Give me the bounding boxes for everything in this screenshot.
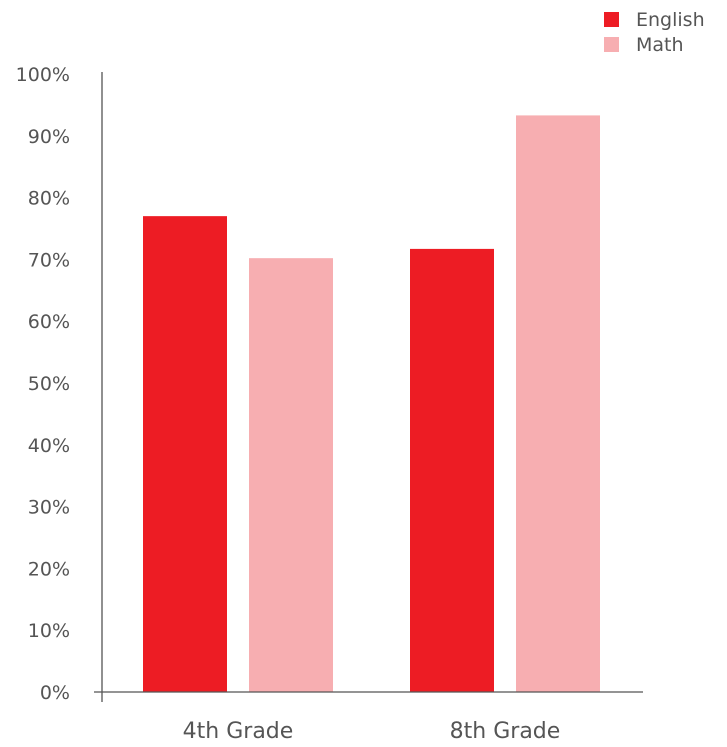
y-tick-label: 90% xyxy=(28,126,70,148)
bars xyxy=(143,115,600,693)
legend-label-math: Math xyxy=(636,34,684,56)
x-tick-label: 4th Grade xyxy=(183,719,294,744)
y-tick-label: 30% xyxy=(28,497,70,519)
x-tick-label: 8th Grade xyxy=(450,719,561,744)
y-axis: 0% 10% 20% 30% 40% 50% 60% 70% 80% 90% 100% xyxy=(16,64,103,704)
y-tick-label: 10% xyxy=(28,620,70,642)
y-tick-label: 80% xyxy=(28,188,70,210)
y-tick-label: 100% xyxy=(16,64,70,86)
x-axis: 4th Grade 8th Grade xyxy=(94,691,643,744)
y-tick-label: 20% xyxy=(28,558,70,580)
legend-swatch-math xyxy=(604,37,619,52)
legend-swatch-english xyxy=(604,12,619,27)
y-tick-label: 50% xyxy=(28,373,70,395)
bar-math-4th-grade xyxy=(249,258,333,692)
y-tick-label: 60% xyxy=(28,311,70,333)
bar-english-4th-grade xyxy=(143,216,227,692)
y-tick-label: 0% xyxy=(40,682,70,704)
legend-label-english: English xyxy=(636,9,705,31)
legend: English Math xyxy=(604,9,705,56)
bar-english-8th-grade xyxy=(410,248,494,693)
bar-math-8th-grade xyxy=(516,115,600,692)
y-tick-label: 40% xyxy=(28,435,70,457)
y-tick-label: 70% xyxy=(28,249,70,271)
